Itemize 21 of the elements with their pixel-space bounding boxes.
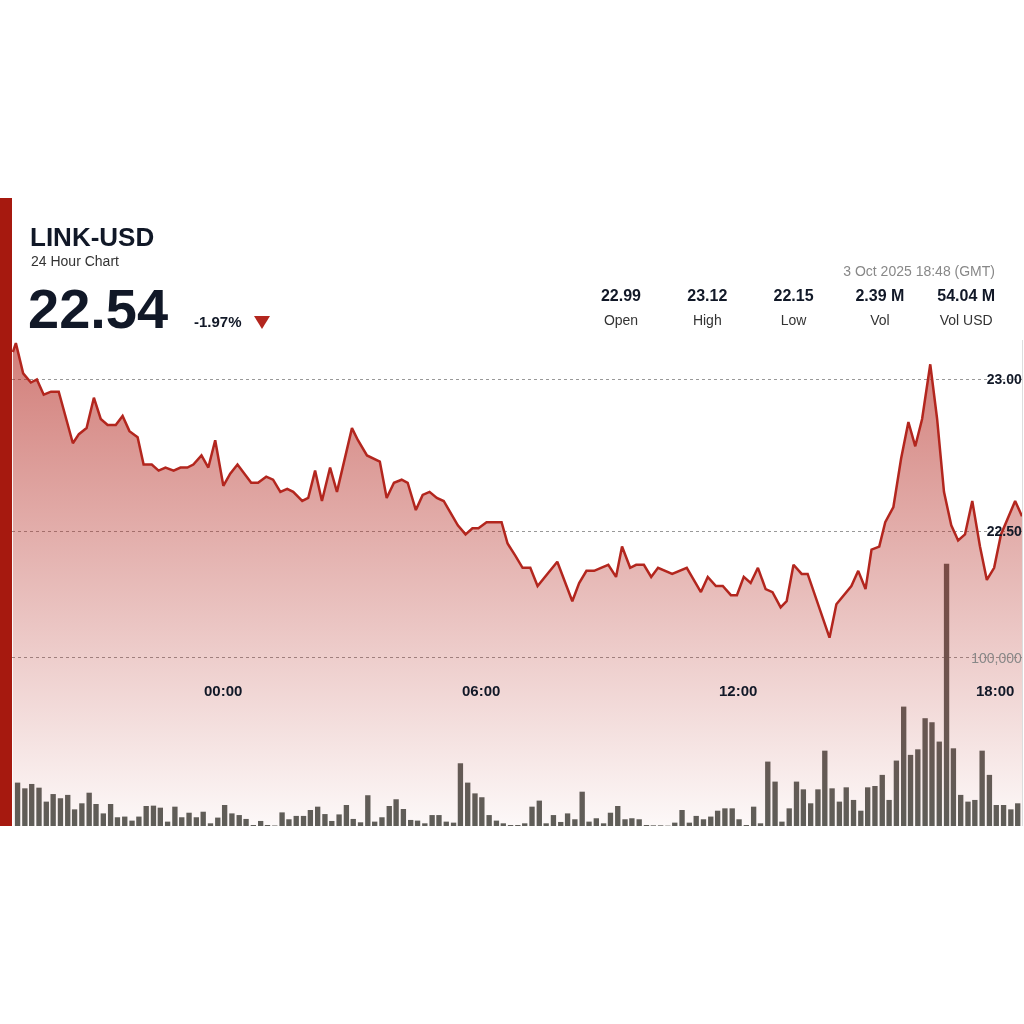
text: 22.99	[599, 287, 642, 305]
text: Low	[779, 312, 808, 328]
text: -1.97%	[194, 313, 242, 330]
text: 22.15	[772, 287, 815, 305]
chart-subtitle: 24 Hour Chart	[31, 253, 119, 269]
text: 23.12	[686, 287, 729, 305]
text: 3 Oct 2025 18:48 (GMT)	[843, 263, 995, 279]
x-tick-label: 06:00	[462, 682, 501, 699]
y2-tick-label: 100,000	[971, 649, 1023, 666]
chart-title: LINK-USD	[30, 222, 155, 253]
x-tick-label: 12:00	[719, 682, 758, 699]
x-tick-label: 18:00	[976, 682, 1015, 699]
text: 22.54	[28, 276, 169, 341]
text: 2.39 M	[854, 287, 906, 305]
text: 54.04 M	[936, 287, 997, 305]
text: Vol USD	[938, 312, 994, 328]
text: Open	[602, 312, 640, 328]
x-tick-label: 00:00	[204, 682, 243, 699]
y-tick-label: 23.00	[986, 371, 1022, 388]
text: Vol	[869, 312, 891, 328]
text: High	[691, 312, 723, 328]
